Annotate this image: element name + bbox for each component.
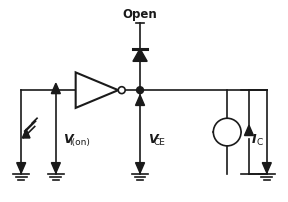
Text: V: V bbox=[148, 133, 158, 146]
Text: CE: CE bbox=[154, 138, 166, 147]
Polygon shape bbox=[51, 163, 60, 173]
Polygon shape bbox=[136, 163, 145, 173]
Polygon shape bbox=[76, 72, 118, 108]
Text: Open: Open bbox=[123, 8, 158, 21]
Polygon shape bbox=[51, 83, 60, 94]
Text: V: V bbox=[63, 133, 72, 146]
Polygon shape bbox=[133, 49, 147, 61]
Polygon shape bbox=[136, 95, 145, 105]
Text: C: C bbox=[257, 138, 263, 147]
Circle shape bbox=[118, 87, 125, 94]
Polygon shape bbox=[262, 163, 271, 173]
Polygon shape bbox=[22, 129, 30, 138]
Polygon shape bbox=[245, 125, 253, 136]
Circle shape bbox=[213, 118, 241, 146]
Text: I(on): I(on) bbox=[69, 138, 90, 147]
Text: I: I bbox=[252, 133, 257, 146]
Polygon shape bbox=[17, 163, 26, 173]
Circle shape bbox=[137, 87, 143, 94]
